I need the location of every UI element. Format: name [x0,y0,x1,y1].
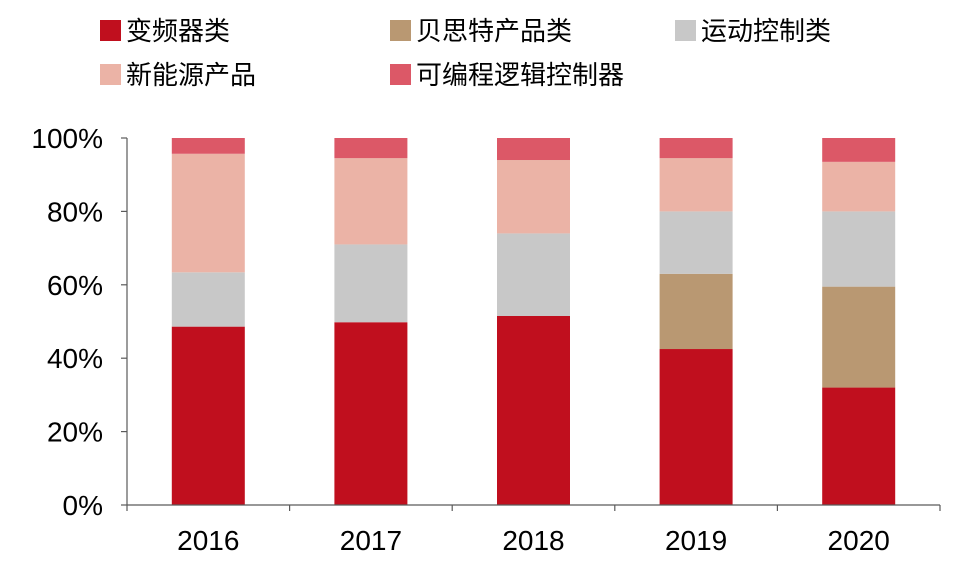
bar-segment [822,211,896,287]
bar-segment [659,138,733,159]
bar-segment [659,273,733,350]
bar-segment [171,326,245,505]
legend-label: 变频器类 [126,17,230,47]
bar-segment [659,211,733,274]
y-tick-label: 0% [63,490,103,521]
legend-swatch [675,20,696,41]
x-tick-label: 2018 [502,525,564,556]
bar-segment [334,158,408,245]
legend-label: 新能源产品 [126,61,256,91]
bar-segment [334,322,408,505]
bar-segment [171,272,245,327]
bar-segment [822,387,896,505]
legend-item: 变频器类 [100,17,230,47]
bar-segment [822,161,896,212]
legend-swatch [100,20,121,41]
bar-segment [659,158,733,212]
legend-item: 运动控制类 [675,17,831,47]
bar-segment [171,138,245,154]
bar-segment [822,138,896,162]
bars [171,138,896,505]
legend-label: 运动控制类 [701,17,831,47]
legend-label: 可编程逻辑控制器 [416,61,624,91]
x-tick-label: 2019 [665,525,727,556]
bar-segment [171,153,245,273]
legend-item: 新能源产品 [100,61,256,91]
x-tick-label: 2017 [340,525,402,556]
legend-label: 贝思特产品类 [416,17,572,47]
bar-segment [497,160,570,234]
bar-segment [659,349,733,505]
axes [121,137,941,511]
legend-swatch [100,64,121,85]
y-tick-label: 100% [31,123,103,154]
bar-segment [822,286,896,388]
x-tick-labels: 2016 2017 2018 2019 2020 [177,525,890,556]
y-tick-label: 20% [47,417,103,448]
y-tick-labels: 0% 20% 40% 60% 80% 100% [31,123,103,521]
bar-segment [334,244,408,323]
y-tick-label: 80% [47,196,103,227]
legend-item: 可编程逻辑控制器 [390,61,624,91]
legend-swatch [390,20,411,41]
x-tick-label: 2016 [177,525,239,556]
bar-segment [497,233,570,316]
bar-segment [497,138,570,161]
bar-segment [497,315,570,505]
x-tick-label: 2020 [828,525,890,556]
y-tick-label: 60% [47,270,103,301]
y-tick-label: 40% [47,343,103,374]
legend-item: 贝思特产品类 [390,17,572,47]
bar-segment [334,138,408,159]
legend-swatch [390,64,411,85]
